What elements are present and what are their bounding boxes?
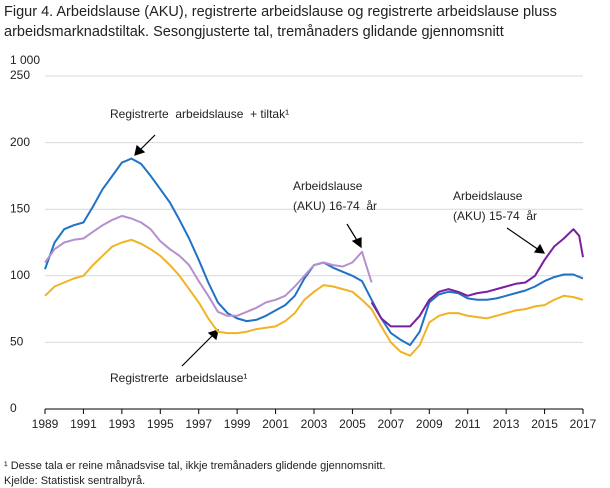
x-tick-label: 2009 <box>416 417 443 431</box>
y-tick-label: 250 <box>10 68 30 82</box>
y-tick-label: 100 <box>10 268 30 282</box>
annotation: (AKU) 16-74 år <box>293 199 377 213</box>
x-tick-label: 2005 <box>339 417 366 431</box>
x-tick-label: 2001 <box>262 417 289 431</box>
source: Kjelde: Statistisk sentralbyrå. <box>4 475 145 487</box>
y-unit: 1 000 <box>10 53 40 67</box>
annotation: (AKU) 15-74 år <box>453 209 537 223</box>
y-tick-label: 200 <box>10 135 30 149</box>
arrows <box>134 134 546 367</box>
x-tick-label: 2017 <box>570 417 597 431</box>
arrow <box>138 134 156 152</box>
x-tick-label: 2003 <box>301 417 328 431</box>
arrow-head <box>207 329 219 341</box>
arrow <box>181 333 215 367</box>
x-tick-label: 2011 <box>455 417 481 431</box>
arrow-head <box>134 144 146 156</box>
arrow-head <box>351 237 362 249</box>
y-tick-label: 150 <box>10 201 30 215</box>
x-tick-label: 1997 <box>185 417 212 431</box>
x-tick-label: 1995 <box>147 417 174 431</box>
annotation: Registrerte arbeidslause + tiltak¹ <box>110 107 289 121</box>
footnote: ¹ Desse tala er reine månadsvise tal, ik… <box>4 460 386 472</box>
annotation: Arbeidslause <box>453 189 523 203</box>
series-line <box>370 228 584 328</box>
arrow <box>346 223 359 243</box>
arrow <box>506 227 540 251</box>
y-tick-label: 0 <box>10 401 17 415</box>
annotation: Registrerte arbeidslause¹ <box>110 371 247 385</box>
annotation: Arbeidslause <box>293 179 363 193</box>
x-tick-label: 1993 <box>109 417 136 431</box>
x-tick-label: 1999 <box>224 417 251 431</box>
x-tick-label: 2007 <box>378 417 405 431</box>
x-tick-label: 2013 <box>493 417 520 431</box>
x-tick-label: 2015 <box>531 417 558 431</box>
arrow-head <box>533 243 546 254</box>
x-tick-label: 1989 <box>32 417 59 431</box>
series-line <box>44 238 584 357</box>
series-line <box>44 214 373 317</box>
y-tick-label: 50 <box>10 335 24 349</box>
chart-title: Figur 4. Arbeidslause (AKU), registrerte… <box>4 4 557 40</box>
x-tick-label: 1991 <box>70 417 97 431</box>
